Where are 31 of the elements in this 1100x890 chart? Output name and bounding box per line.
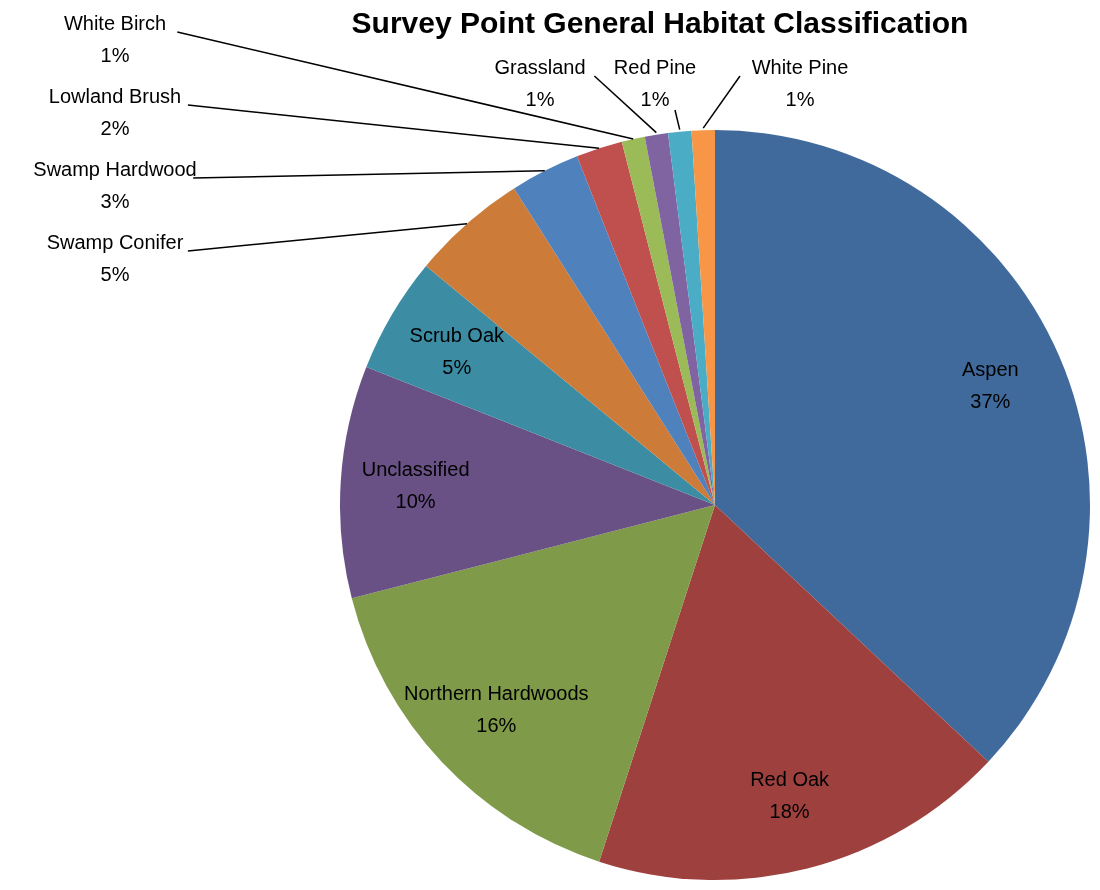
slice-label: Red Oak xyxy=(750,767,831,790)
data-label: 2% xyxy=(100,117,130,139)
data-label: 16% xyxy=(476,714,517,737)
data-label: 1% xyxy=(525,88,555,110)
slice-label: White Birch xyxy=(63,12,167,34)
pie-slice xyxy=(599,505,989,880)
slice-label: Lowland Brush xyxy=(48,85,182,107)
slice-label: Swamp Hardwood xyxy=(33,158,197,180)
chart-title: Survey Point General Habitat Classification xyxy=(351,6,969,39)
slice-label: Grassland xyxy=(494,56,586,78)
data-label: 1% xyxy=(785,88,815,110)
pie-slice xyxy=(644,132,715,505)
data-label: 37% xyxy=(970,389,1011,412)
data-label: 1% xyxy=(100,44,130,66)
slice-label: White Pine xyxy=(751,56,849,78)
slice-label: Scrub Oak xyxy=(409,324,506,347)
data-label: 10% xyxy=(395,490,436,513)
data-label: 3% xyxy=(100,190,130,212)
slice-label: Unclassified xyxy=(361,458,470,481)
data-label: 5% xyxy=(100,263,130,285)
pie-slice xyxy=(621,136,715,505)
data-label: 5% xyxy=(442,356,472,379)
slice-label: Red Pine xyxy=(613,56,697,78)
pie-slice xyxy=(576,141,715,505)
slice-label: Aspen xyxy=(961,357,1019,380)
slice-label: Swamp Conifer xyxy=(46,231,184,253)
slice-label: Northern Hardwoods xyxy=(404,682,589,705)
pie-slice xyxy=(715,130,1090,762)
data-label: 1% xyxy=(640,88,670,110)
pie-slice xyxy=(514,156,715,505)
data-label: 18% xyxy=(769,799,810,822)
